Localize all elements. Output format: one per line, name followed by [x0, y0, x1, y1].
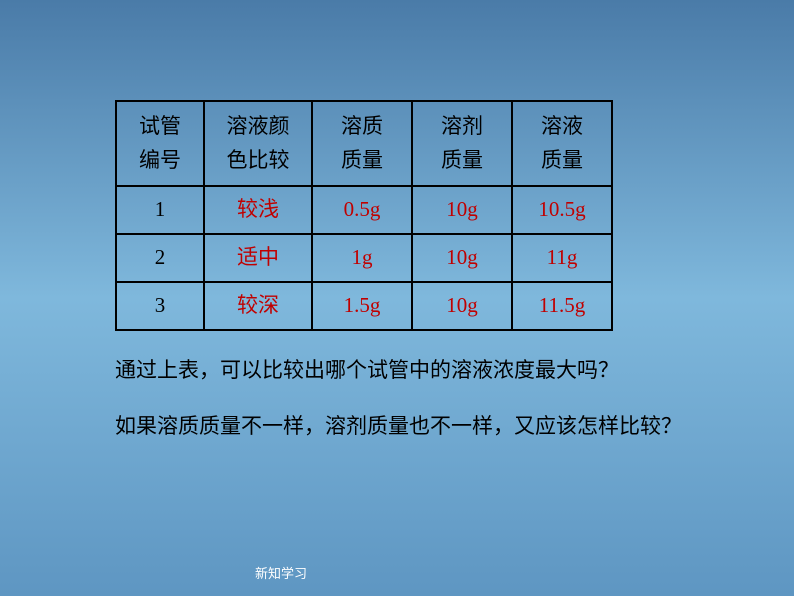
cell-color: 较深: [204, 282, 312, 330]
cell-color: 适中: [204, 234, 312, 282]
data-table: 试管 编号 溶液颜 色比较 溶质 质量 溶剂 质量 溶液 质量 1 较浅: [115, 100, 613, 331]
table-header-row: 试管 编号 溶液颜 色比较 溶质 质量 溶剂 质量 溶液 质量: [116, 101, 612, 186]
cell-solute: 1g: [312, 234, 412, 282]
cell-num: 3: [116, 282, 204, 330]
cell-solvent: 10g: [412, 282, 512, 330]
question-2: 如果溶质质量不一样，溶剂质量也不一样，又应该怎样比较？: [115, 402, 695, 450]
question-1: 通过上表，可以比较出哪个试管中的溶液浓度最大吗？: [115, 346, 695, 394]
cell-solution: 11.5g: [512, 282, 612, 330]
cell-color: 较浅: [204, 186, 312, 234]
cell-solute: 1.5g: [312, 282, 412, 330]
cell-solvent: 10g: [412, 234, 512, 282]
cell-solution: 11g: [512, 234, 612, 282]
footer-label: 新知学习: [255, 563, 307, 582]
header-color-compare: 溶液颜 色比较: [204, 101, 312, 186]
header-tube-number: 试管 编号: [116, 101, 204, 186]
cell-solvent: 10g: [412, 186, 512, 234]
cell-num: 2: [116, 234, 204, 282]
cell-solute: 0.5g: [312, 186, 412, 234]
table-row: 3 较深 1.5g 10g 11.5g: [116, 282, 612, 330]
header-solution-mass: 溶液 质量: [512, 101, 612, 186]
table-row: 1 较浅 0.5g 10g 10.5g: [116, 186, 612, 234]
table-row: 2 适中 1g 10g 11g: [116, 234, 612, 282]
cell-num: 1: [116, 186, 204, 234]
header-solute-mass: 溶质 质量: [312, 101, 412, 186]
cell-solution: 10.5g: [512, 186, 612, 234]
slide-content: 试管 编号 溶液颜 色比较 溶质 质量 溶剂 质量 溶液 质量 1 较浅: [115, 100, 695, 451]
header-solvent-mass: 溶剂 质量: [412, 101, 512, 186]
